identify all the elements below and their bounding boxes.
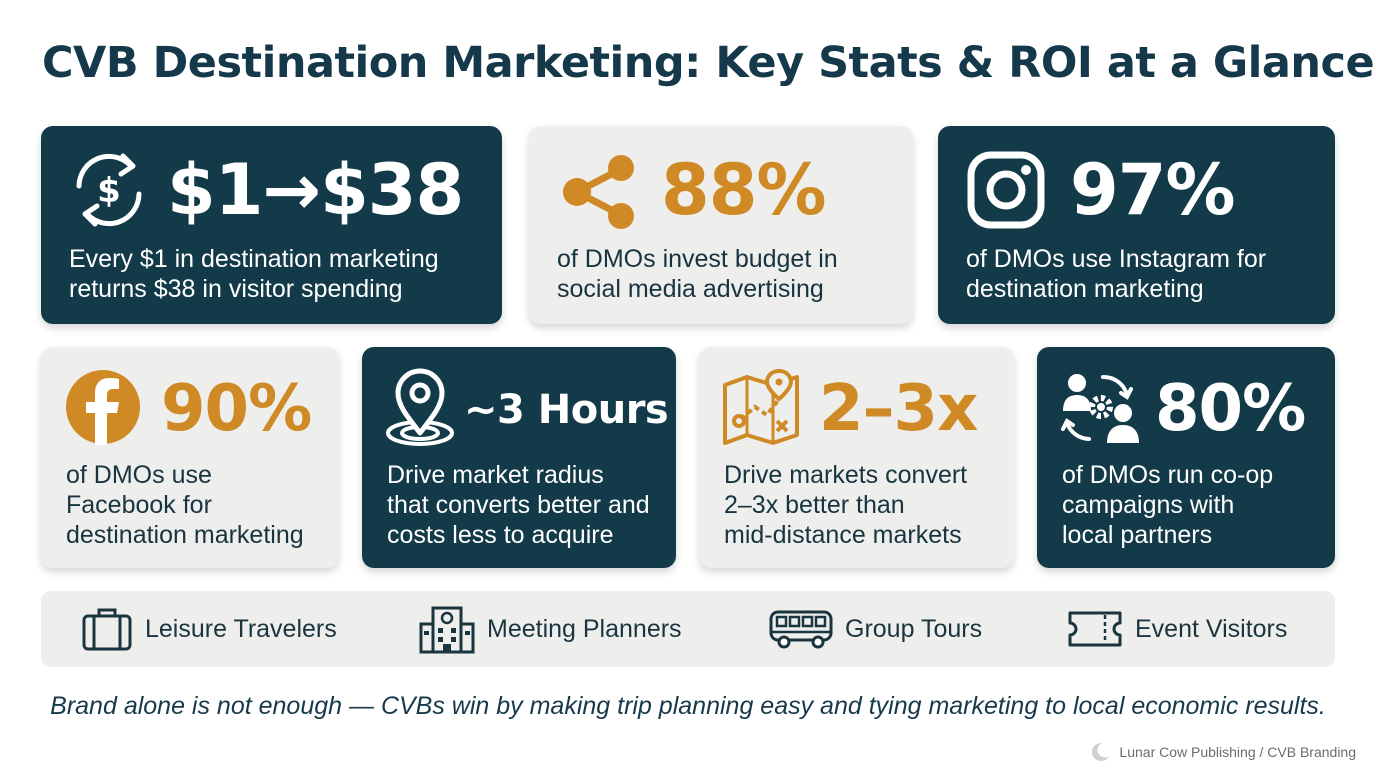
stat-description: of DMOs use Instagram for destination ma…	[966, 245, 1267, 303]
stat-description: Drive markets convert 2–3x better than m…	[724, 461, 968, 549]
stat-description: of DMOs invest budget in social media ad…	[557, 245, 838, 303]
stat-value: 88%	[661, 149, 827, 231]
bus-icon	[769, 610, 833, 649]
audience-item: Group Tours	[769, 591, 982, 667]
building-icon	[419, 606, 475, 654]
audience-label: Leisure Travelers	[145, 614, 337, 643]
share-icon	[563, 155, 634, 229]
moon-logo-icon	[1092, 742, 1112, 761]
audience-item: Event Visitors	[1067, 591, 1287, 667]
audience-item: Leisure Travelers	[81, 591, 337, 667]
audience-item: Meeting Planners	[419, 591, 682, 667]
stat-value: 2–3x	[819, 372, 978, 446]
stat-description: of DMOs use Facebook for destination mar…	[66, 461, 304, 549]
audience-label: Meeting Planners	[487, 614, 682, 643]
stat-card-roi: $ $1→$38 Every $1 in destination marketi…	[41, 126, 502, 324]
route-map-icon	[723, 369, 799, 445]
location-pin-icon	[386, 368, 454, 446]
stat-description: Every $1 in destination marketing return…	[69, 245, 439, 303]
svg-text:$: $	[97, 171, 121, 211]
footer-credit: Lunar Cow Publishing / CVB Branding	[1091, 742, 1356, 762]
audience-label: Group Tours	[845, 614, 983, 643]
audience-label: Event Visitors	[1135, 614, 1288, 643]
tagline: Brand alone is not enough — CVBs win by …	[50, 692, 1326, 720]
facebook-icon	[66, 370, 140, 445]
suitcase-icon	[82, 608, 132, 651]
stat-value: $1→$38	[167, 149, 464, 231]
dollar-cycle-icon: $	[76, 153, 142, 227]
stat-value: 80%	[1155, 372, 1306, 446]
instagram-icon	[967, 151, 1045, 229]
stat-card-drive-conversion: 2–3x Drive markets convert 2–3x better t…	[699, 347, 1014, 568]
stat-card-facebook: 90% of DMOs use Facebook for destination…	[41, 347, 339, 568]
page-title: CVB Destination Marketing: Key Stats & R…	[42, 38, 1375, 88]
stat-description: Drive market radius that converts better…	[387, 461, 650, 549]
footer-text: Lunar Cow Publishing / CVB Branding	[1119, 744, 1356, 760]
ticket-icon	[1068, 611, 1122, 647]
stat-value: 97%	[1070, 149, 1236, 231]
stat-description: of DMOs run co-op campaigns with local p…	[1062, 461, 1274, 549]
stat-value: 90%	[161, 372, 312, 446]
partners-gear-icon	[1061, 374, 1139, 443]
stat-card-instagram: 97% of DMOs use Instagram for destinatio…	[938, 126, 1335, 324]
stat-value: ~3 Hours	[464, 387, 669, 433]
stat-card-drive-radius: ~3 Hours Drive market radius that conver…	[362, 347, 676, 568]
stat-card-coop: 80% of DMOs run co-op campaigns with loc…	[1037, 347, 1335, 568]
stat-card-social-ads: 88% of DMOs invest budget in social medi…	[529, 126, 913, 324]
audience-strip: Leisure Travelers Meeting Planners	[41, 591, 1335, 667]
